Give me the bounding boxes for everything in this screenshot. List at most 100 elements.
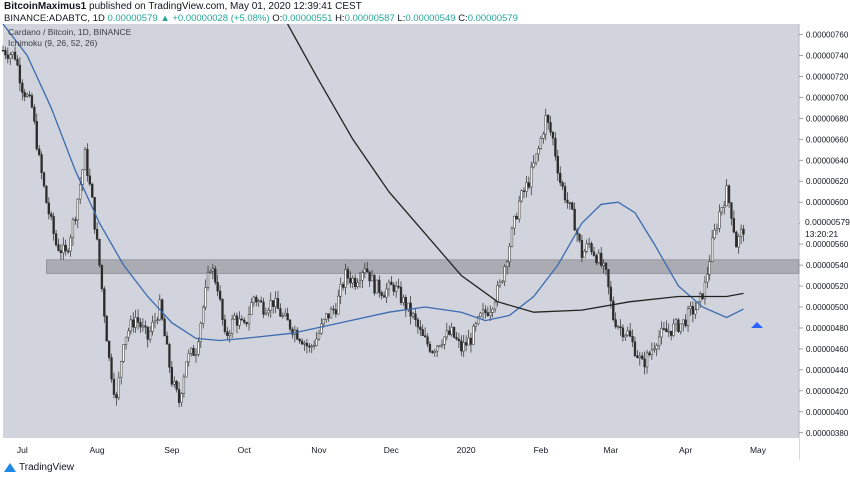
- candle: [103, 286, 106, 323]
- y-tick-label: 0.00000420: [806, 387, 849, 396]
- candle: [682, 319, 685, 332]
- candle: [45, 185, 48, 204]
- candle: [703, 275, 707, 305]
- candle: [551, 130, 555, 146]
- candle: [16, 55, 19, 67]
- close-label: C:: [458, 13, 468, 24]
- y-tick-label: 0.00000760: [806, 30, 849, 39]
- candle: [653, 342, 656, 353]
- candle: [583, 248, 586, 259]
- candle: [382, 291, 386, 298]
- candle: [28, 91, 31, 98]
- candle: [255, 295, 258, 307]
- candle: [609, 280, 613, 309]
- candle: [387, 279, 391, 297]
- candle: [532, 155, 535, 169]
- candle: [438, 345, 441, 348]
- candle: [177, 381, 181, 408]
- candle: [151, 315, 154, 336]
- tradingview-logo[interactable]: TradingView: [4, 462, 74, 473]
- candle: [62, 237, 65, 260]
- candle: [358, 272, 362, 289]
- candle: [539, 135, 543, 150]
- candle: [375, 279, 379, 294]
- candle: [711, 229, 714, 263]
- x-tick-label: Apr: [679, 445, 692, 455]
- candle: [76, 198, 79, 229]
- candle: [715, 223, 719, 235]
- candle: [397, 278, 400, 289]
- candle: [573, 202, 576, 231]
- candle: [366, 261, 369, 273]
- candle: [597, 249, 600, 265]
- candle: [390, 276, 393, 286]
- candle: [262, 297, 265, 319]
- candle: [520, 189, 523, 203]
- high-value: 0.00000587: [344, 13, 395, 24]
- candle: [546, 114, 550, 130]
- candle: [257, 298, 260, 307]
- candle: [587, 237, 591, 249]
- candle: [156, 316, 159, 325]
- candle: [385, 283, 388, 304]
- open-value: 0.00000551: [282, 13, 333, 24]
- candle: [368, 271, 371, 288]
- y-tick-label: 0.00000600: [806, 198, 849, 207]
- candle: [325, 313, 328, 323]
- candle: [645, 349, 649, 374]
- candle: [525, 175, 528, 198]
- price-axis[interactable]: [799, 24, 850, 460]
- publisher-name[interactable]: BitcoinMaximus1: [4, 1, 87, 12]
- candle: [21, 79, 24, 101]
- candle: [6, 47, 9, 64]
- candle: [363, 262, 366, 279]
- candle: [238, 311, 241, 330]
- candle: [590, 241, 593, 256]
- candle: [194, 348, 198, 363]
- candle: [467, 329, 470, 346]
- last-price-tag: 0.00000579 13:20:21: [800, 216, 850, 239]
- candle: [9, 52, 12, 66]
- candle: [356, 278, 359, 289]
- candle: [13, 46, 17, 61]
- candle: [493, 299, 497, 313]
- candle: [148, 325, 152, 343]
- candle: [59, 244, 63, 260]
- candle: [616, 325, 620, 330]
- candle: [300, 338, 304, 345]
- candle: [662, 322, 666, 331]
- candle: [204, 279, 207, 311]
- candle: [23, 88, 26, 102]
- candle: [561, 180, 564, 191]
- price-chart[interactable]: 0.00000760 0.00000740 0.00000720 0.00000700…: [0, 24, 850, 460]
- candle: [296, 327, 299, 340]
- x-tick-label: Aug: [90, 445, 105, 455]
- candle: [337, 289, 340, 315]
- x-tick-label: Sep: [164, 445, 179, 455]
- candle: [491, 307, 494, 318]
- plot-background[interactable]: [3, 24, 799, 438]
- y-tick-label: 0.00000700: [806, 93, 849, 102]
- last-price: 0.00000579: [107, 13, 158, 24]
- time-axis[interactable]: [3, 438, 799, 460]
- candle: [132, 312, 135, 333]
- candle: [339, 277, 342, 304]
- last-price-tag-value: 0.00000579: [805, 217, 850, 227]
- candle: [120, 360, 123, 385]
- candle: [305, 338, 309, 354]
- candle: [530, 161, 533, 196]
- candle: [298, 337, 301, 344]
- candle: [334, 303, 338, 318]
- candle: [457, 333, 461, 349]
- candle: [153, 312, 157, 329]
- published-text: published on TradingView.com, May 01, 20…: [89, 1, 362, 12]
- candle: [542, 131, 545, 144]
- candle: [33, 104, 36, 125]
- candle: [679, 323, 682, 335]
- x-tick-label: 2020: [457, 445, 476, 455]
- candle: [134, 309, 137, 333]
- candle: [317, 329, 321, 341]
- y-tick-label: 0.00000540: [806, 261, 849, 270]
- x-tick-label: Jul: [17, 445, 28, 455]
- up-arrow-marker: [751, 322, 763, 328]
